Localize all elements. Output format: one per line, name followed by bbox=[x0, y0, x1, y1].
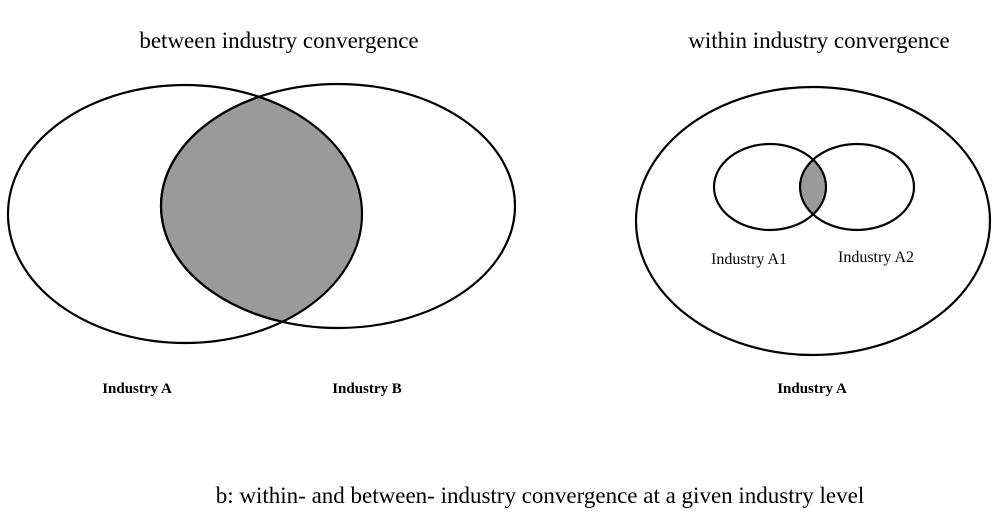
outer-industry-label: Industry A bbox=[777, 381, 847, 397]
between-industry-title: between industry convergence bbox=[139, 28, 418, 53]
industry-a2-circle bbox=[798, 142, 916, 232]
between-overlap-region bbox=[159, 85, 362, 330]
industry-a1-circle bbox=[712, 142, 828, 232]
within-industry-diagram: within industry convergence Industry A1 … bbox=[634, 28, 992, 397]
industry-a-label: Industry A bbox=[102, 381, 172, 397]
within-industry-title: within industry convergence bbox=[688, 28, 949, 53]
industry-a1-label: Industry A1 bbox=[711, 251, 787, 268]
industry-b-label: Industry B bbox=[332, 381, 402, 397]
industry-a-circle bbox=[6, 83, 364, 345]
outer-industry-circle bbox=[634, 85, 992, 357]
between-industry-diagram: between industry convergence Industry A … bbox=[6, 28, 517, 397]
industry-a2-label: Industry A2 bbox=[838, 249, 914, 266]
figure-caption: b: within- and between- industry converg… bbox=[216, 483, 865, 508]
industry-b-circle bbox=[159, 82, 517, 330]
